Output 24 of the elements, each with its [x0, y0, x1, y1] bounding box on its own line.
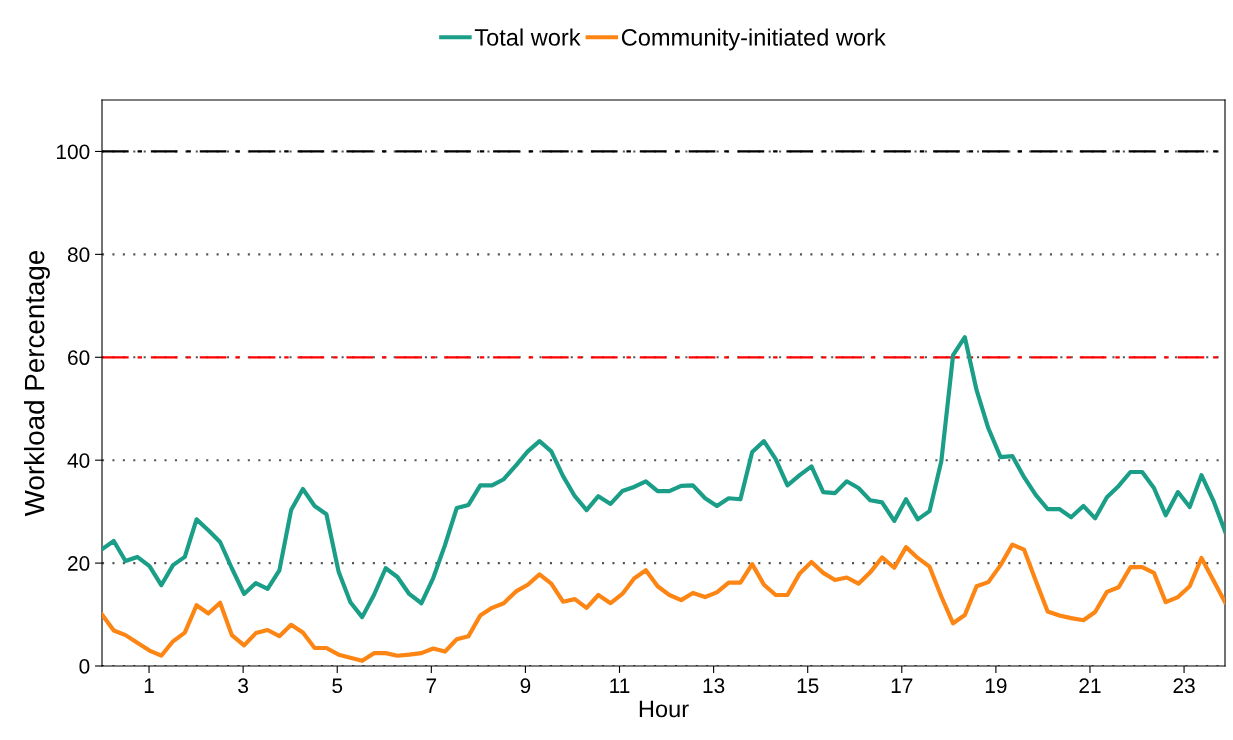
y-tick-label: 60 — [68, 350, 90, 366]
y-tick-label: 0 — [79, 659, 90, 674]
x-tick-label: 3 — [238, 678, 249, 694]
y-tick-label: 80 — [67, 247, 90, 263]
line-series — [102, 542, 1225, 663]
x-tick-label: 17 — [891, 678, 913, 693]
x-tick-label: 13 — [703, 678, 725, 694]
x-tick-label: 21 — [1079, 678, 1101, 693]
y-tick-label: 20 — [68, 556, 90, 571]
y-tick-label: 100 — [57, 144, 90, 160]
x-tick-label: 19 — [985, 678, 1007, 694]
x-tick-label: 5 — [332, 678, 343, 694]
legend-label: Community-initiated work — [621, 28, 886, 51]
y-axis-title: Workload Percentage — [23, 250, 50, 517]
x-tick-label: 7 — [426, 678, 437, 693]
x-tick-label: 1 — [144, 678, 154, 693]
line-series — [102, 335, 1225, 620]
x-tick-label: 9 — [520, 678, 531, 694]
y-tick-label: 40 — [67, 453, 90, 468]
x-tick-label: 23 — [1173, 678, 1195, 694]
x-tick-label: 15 — [797, 678, 819, 694]
x-axis-title: Hour — [639, 700, 689, 718]
legend-label: Total work — [474, 28, 581, 46]
x-tick-label: 11 — [610, 678, 630, 693]
